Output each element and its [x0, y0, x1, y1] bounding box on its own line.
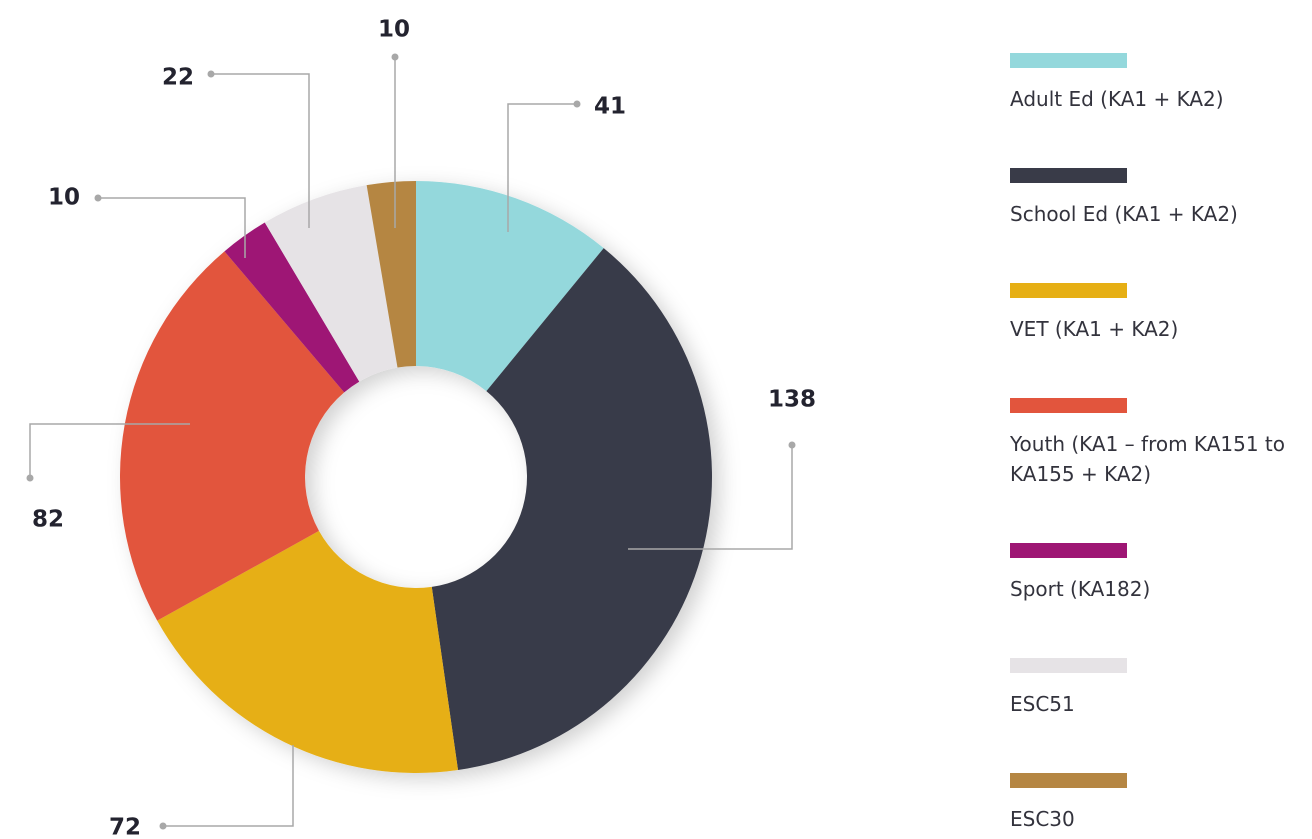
donut: [119, 181, 713, 773]
legend-swatch: [1010, 398, 1127, 413]
leader-line: [29, 423, 190, 478]
value-label: 72: [109, 815, 141, 839]
legend-item: School Ed (KA1 + KA2): [1010, 168, 1310, 229]
leader-dot: [94, 194, 102, 202]
legend-label: Sport (KA182): [1010, 577, 1151, 601]
legend-item: Adult Ed (KA1 + KA2): [1010, 53, 1310, 114]
legend-swatch: [1010, 168, 1127, 183]
legend-item: Sport (KA182): [1010, 543, 1310, 604]
slice: [157, 530, 459, 773]
value-label: 10: [48, 185, 80, 211]
leader-line: [163, 745, 294, 827]
leader-line: [628, 445, 793, 550]
value-label: 82: [32, 507, 64, 533]
slice: [264, 185, 398, 382]
leader-dot: [26, 474, 34, 482]
leader-dot: [573, 100, 581, 108]
leader-line: [507, 103, 577, 232]
legend-item: VET (KA1 + KA2): [1010, 283, 1310, 344]
value-label: 10: [378, 17, 410, 43]
leader-dot: [207, 70, 215, 78]
leader-dot: [788, 441, 796, 449]
slice: [416, 181, 604, 392]
leader-dot: [159, 822, 167, 830]
legend-swatch: [1010, 283, 1127, 298]
value-label: 41: [594, 94, 626, 120]
value-label: 138: [768, 387, 816, 413]
value-label: 22: [162, 65, 194, 91]
legend-label: Adult Ed (KA1 + KA2): [1010, 87, 1224, 111]
slice: [431, 248, 713, 771]
legend-label: VET (KA1 + KA2): [1010, 317, 1179, 341]
legend-swatch: [1010, 658, 1127, 673]
leader-line: [211, 73, 310, 228]
legend-swatch: [1010, 773, 1127, 788]
leader-dot: [391, 53, 399, 61]
legend-label: ESC30: [1010, 807, 1075, 831]
legend-swatch: [1010, 53, 1127, 68]
legend-item: Youth (KA1 – from KA151 to KA155 + KA2): [1010, 398, 1310, 489]
leader-line: [98, 197, 246, 258]
leaders: 41 138 72 82 10 22 10: [26, 17, 816, 839]
legend-label: Youth (KA1 – from KA151 to KA155 + KA2): [1010, 432, 1285, 486]
legend-item: ESC51: [1010, 658, 1310, 719]
legend-item: ESC30: [1010, 773, 1310, 834]
legend-label: ESC51: [1010, 692, 1075, 716]
slice: [119, 251, 345, 621]
slice: [224, 222, 360, 393]
slice: [366, 181, 416, 368]
legend-label: School Ed (KA1 + KA2): [1010, 202, 1238, 226]
legend-swatch: [1010, 543, 1127, 558]
